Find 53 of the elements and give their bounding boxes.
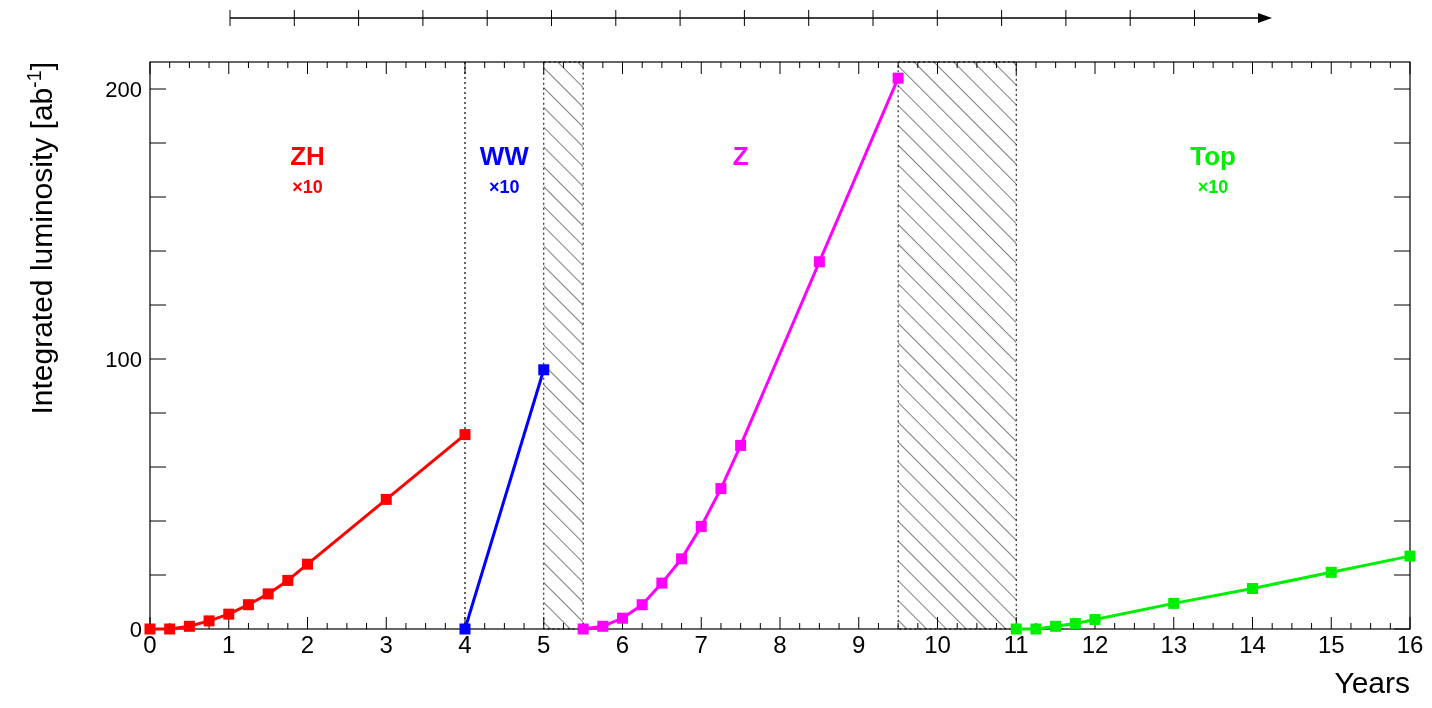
point (1168, 597, 1180, 609)
point (715, 483, 727, 495)
point (1010, 623, 1022, 635)
point (1030, 623, 1042, 635)
point (538, 364, 550, 376)
x-tick-label: 3 (379, 631, 393, 658)
point (676, 553, 688, 565)
x-tick-label: 10 (924, 631, 951, 658)
x-axis-title: Years (1334, 666, 1410, 699)
x-tick-label: 1 (222, 631, 236, 658)
point (892, 72, 904, 84)
point (735, 439, 747, 451)
point (380, 493, 392, 505)
point (242, 599, 254, 611)
x-tick-label: 7 (694, 631, 708, 658)
x-tick-label: 8 (773, 631, 787, 658)
point (282, 574, 294, 586)
point (164, 623, 176, 635)
point (459, 429, 471, 441)
point (1325, 566, 1337, 578)
point (656, 577, 668, 589)
point (223, 608, 235, 620)
point (1089, 614, 1101, 626)
x-tick-label: 14 (1239, 631, 1266, 658)
text: Z (732, 140, 749, 171)
x-tick-label: 12 (1081, 631, 1109, 658)
point (1404, 550, 1416, 562)
point (1247, 583, 1258, 594)
x-tick-label: 4 (458, 631, 472, 658)
point (813, 256, 825, 268)
x-tick-label: 2 (300, 631, 315, 658)
point (577, 623, 589, 635)
x-tick-label: 11 (1003, 631, 1029, 658)
point (695, 520, 707, 532)
point (597, 620, 609, 632)
x-tick-label: 6 (615, 631, 630, 658)
point (617, 612, 628, 624)
point (636, 599, 648, 611)
point (203, 615, 215, 627)
point (302, 558, 313, 570)
x-tick-label: 16 (1396, 631, 1424, 658)
point (144, 623, 156, 635)
point (1050, 620, 1062, 632)
point (1069, 618, 1081, 630)
x-tick-label: 13 (1160, 631, 1188, 658)
point (183, 620, 195, 632)
x-tick-label: 15 (1317, 631, 1345, 658)
y-tick-label: 200 (105, 76, 142, 102)
x-tick-label: 5 (537, 631, 551, 658)
point (262, 588, 274, 600)
y-tick-label: 100 (105, 346, 142, 372)
x-tick-label: 9 (852, 631, 866, 658)
point (459, 623, 471, 635)
